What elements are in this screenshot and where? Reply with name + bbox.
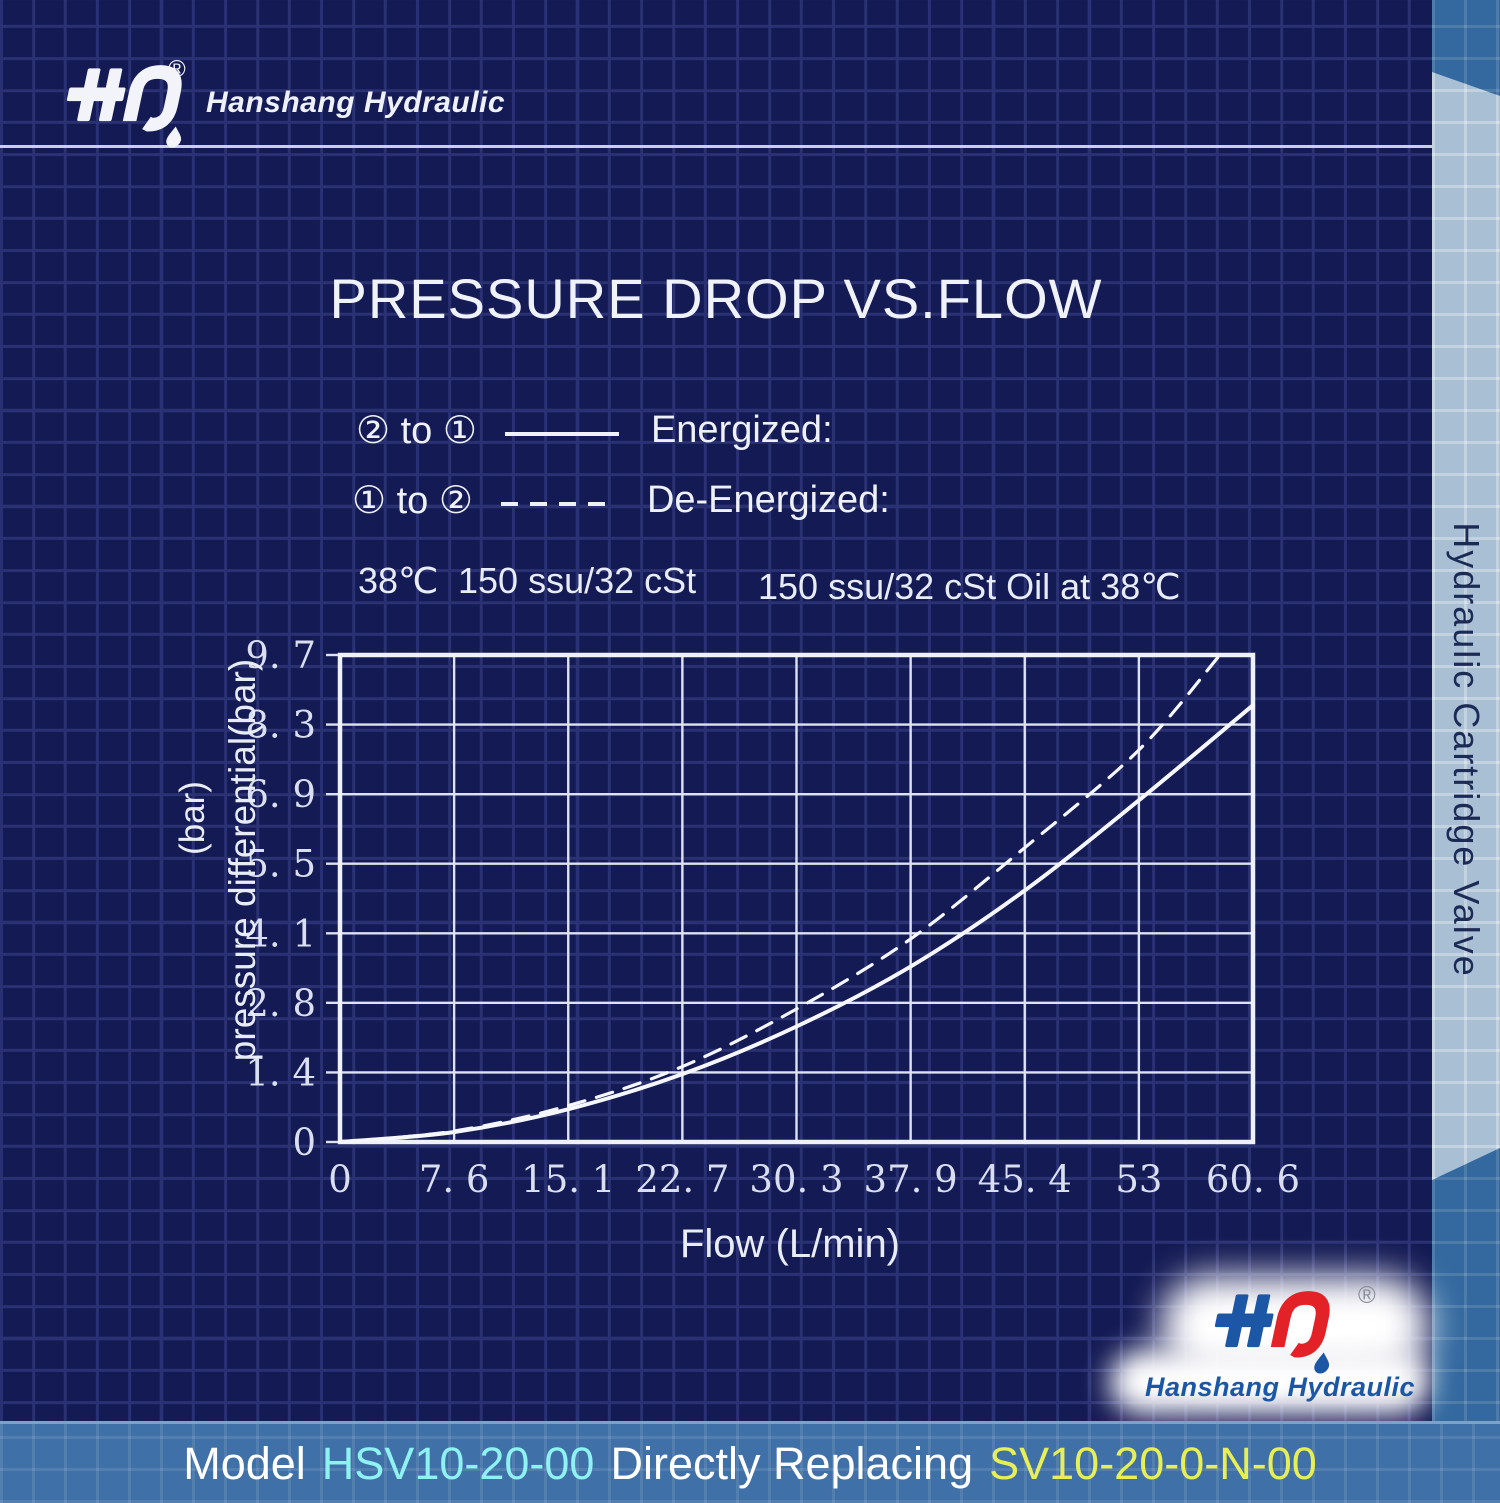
footer-logo: ® Hanshang Hydraulic bbox=[1110, 1276, 1440, 1422]
x-tick-label: 22. 7 bbox=[635, 1158, 729, 1201]
logo-hook bbox=[1270, 1291, 1330, 1358]
y-axis-unit-label: (bar) bbox=[173, 781, 212, 855]
dashed-line-swatch-icon bbox=[500, 501, 615, 506]
footer-model-number: HSV10-20-00 bbox=[321, 1437, 595, 1489]
plot-border bbox=[337, 652, 1256, 1145]
company-logo-icon bbox=[1214, 1291, 1330, 1374]
sidebar-panel bbox=[1432, 72, 1500, 1180]
condition-viscosity: 150 ssu/32 cSt bbox=[458, 560, 697, 601]
legend-label-energized: Energized: bbox=[650, 409, 833, 451]
condition-temperature: 38℃ bbox=[358, 560, 439, 601]
sidebar-vertical-label: Hydraulic Cartridge Valve bbox=[1446, 522, 1487, 978]
x-tick-label: 45. 4 bbox=[978, 1158, 1072, 1201]
y-axis-label: pressure differential(bar) bbox=[222, 658, 263, 1062]
y-tick-label: 0 bbox=[292, 1121, 316, 1164]
registered-mark: ® bbox=[168, 56, 186, 83]
footer-model-prefix: Model bbox=[183, 1437, 306, 1489]
footer-replacement-number: SV10-20-0-N-00 bbox=[989, 1437, 1317, 1489]
x-tick-label: 15. 1 bbox=[521, 1158, 615, 1201]
footer-replacing-text: Directly Replacing bbox=[610, 1437, 974, 1489]
x-tick-label: 7. 6 bbox=[419, 1158, 490, 1201]
header-brand-text: Hanshang Hydraulic bbox=[206, 86, 506, 119]
logo-droplet bbox=[1314, 1352, 1330, 1374]
x-axis-label: Flow (L/min) bbox=[679, 1222, 901, 1266]
x-tick-label: 30. 3 bbox=[749, 1158, 843, 1201]
x-tick-label: 53 bbox=[1115, 1158, 1162, 1201]
footer-brand-text: Hanshang Hydraulic bbox=[1144, 1372, 1416, 1402]
chart-title: PRESSURE DROP VS.FLOW bbox=[329, 267, 1103, 330]
logo-hook bbox=[122, 65, 182, 132]
deenergized-curve bbox=[338, 653, 1222, 1144]
x-tick-label: 37. 9 bbox=[864, 1158, 958, 1201]
energized-curve bbox=[338, 703, 1255, 1144]
solid-line-swatch-icon bbox=[504, 431, 619, 436]
legend-label-deenergized: De-Energized: bbox=[646, 479, 890, 521]
header-divider bbox=[0, 145, 1432, 148]
logo-h-crossbar bbox=[66, 87, 126, 102]
logo-glow bbox=[1110, 1350, 1430, 1414]
legend-path-1to2: ① to ② bbox=[352, 480, 473, 522]
company-logo-icon bbox=[66, 65, 182, 148]
right-sidebar: Hydraulic Cartridge Valve bbox=[1432, 0, 1500, 1500]
condition-oil-note: 150 ssu/32 cSt Oil at 38℃ bbox=[758, 566, 1181, 607]
legend-row-energized: ② to ① Energized: bbox=[356, 408, 833, 453]
logo-droplet bbox=[166, 126, 182, 148]
logo-h-crossbar bbox=[1214, 1313, 1274, 1328]
footer-bar: Model HSV10-20-00 Directly Replacing SV1… bbox=[0, 1421, 1500, 1503]
legend-path-2to1: ② to ① bbox=[356, 410, 477, 452]
x-tick-label: 60. 6 bbox=[1206, 1158, 1300, 1201]
legend-row-deenergized: ① to ② De-Energized: bbox=[352, 478, 890, 523]
x-tick-label: 0 bbox=[328, 1158, 352, 1201]
registered-mark: ® bbox=[1358, 1282, 1376, 1309]
